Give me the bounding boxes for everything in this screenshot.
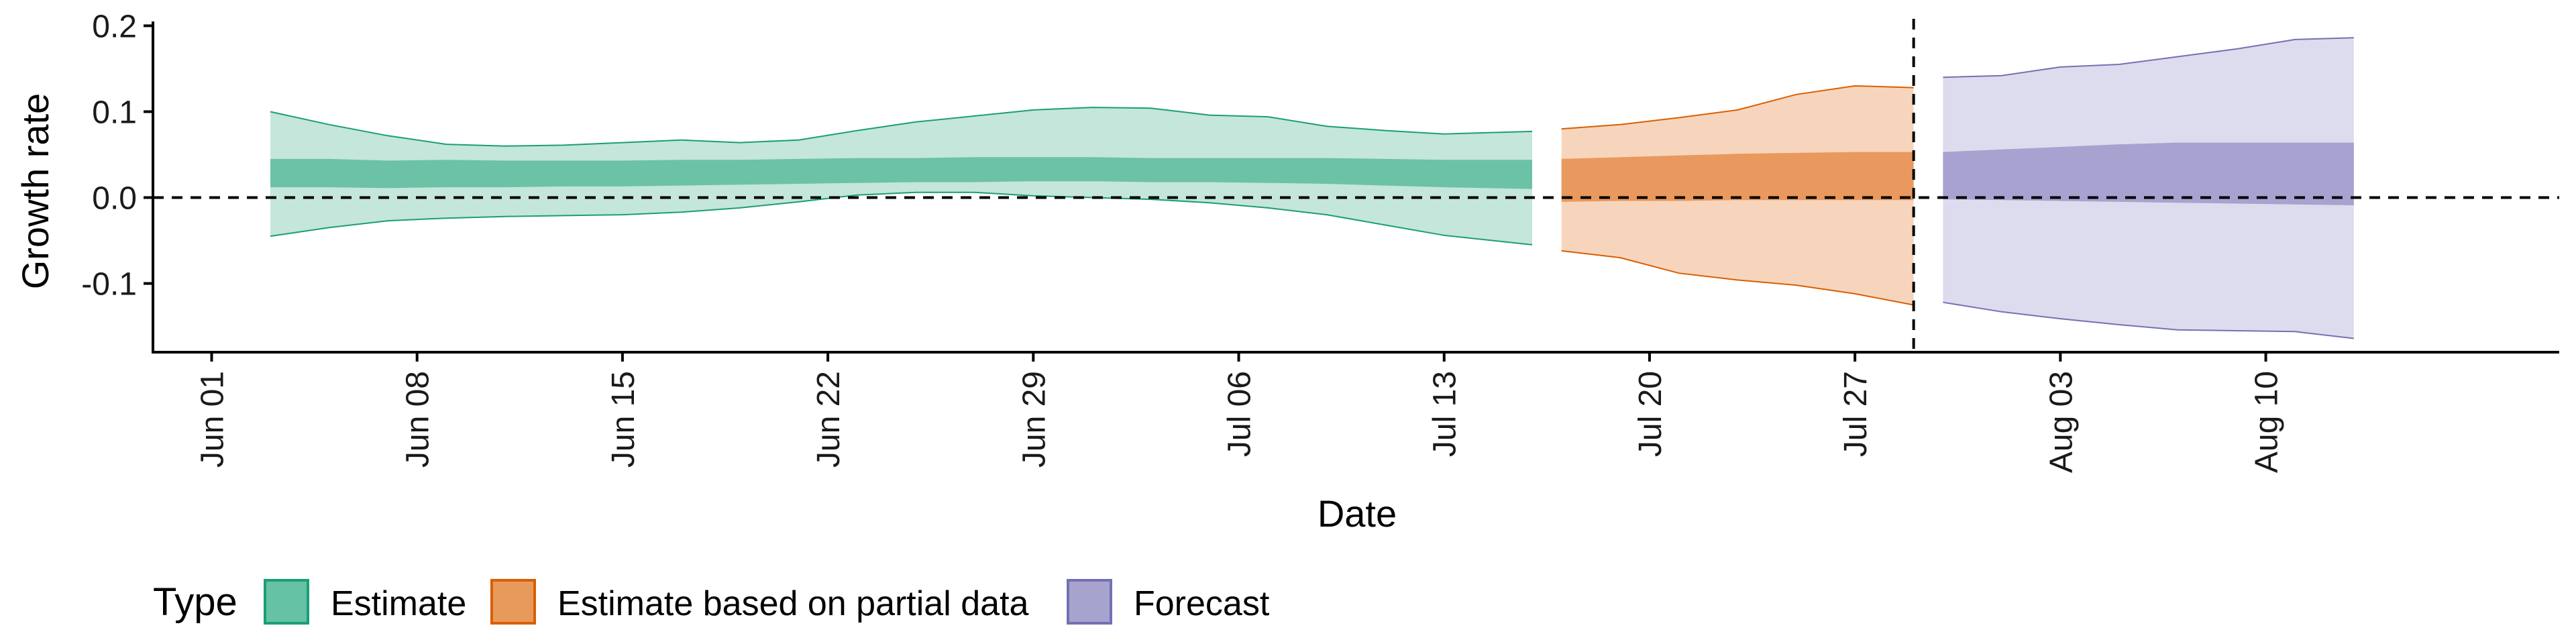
legend-key-estimate-based-on-partial-data: [490, 579, 536, 625]
series-forecast: [1943, 37, 2354, 339]
y-tick-label: 0.0: [92, 181, 137, 217]
legend-label-estimate: Estimate: [331, 584, 466, 623]
forecast-inner-band: [1943, 142, 2354, 205]
estimate-based-on-partial-data-upper-edge: [1561, 85, 1914, 130]
x-tick-label: Jun 15: [606, 371, 641, 468]
forecast-upper-edge: [1943, 37, 2354, 78]
x-ticks: Jun 01 Jun 08 Jun 15 Jun 22 Jun 29 Jul 06 Jul …: [195, 352, 2285, 473]
y-axis-title: Growth rate: [14, 93, 56, 290]
x-tick-label: Jun 01: [195, 371, 231, 468]
estimate-upper-edge: [270, 107, 1533, 147]
x-tick-label: Jun 22: [811, 371, 847, 468]
legend-key-forecast: [1067, 579, 1112, 625]
y-tick-label: 0.2: [92, 9, 137, 44]
x-tick-label: Jun 08: [400, 371, 436, 468]
x-tick-label: Jul 06: [1222, 371, 1258, 457]
x-tick-label: Jul 27: [1838, 371, 1874, 457]
x-tick-label: Aug 10: [2249, 371, 2285, 473]
x-axis-title: Date: [1318, 492, 1397, 535]
x-tick-label: Jun 29: [1016, 371, 1052, 468]
legend-key-estimate: [264, 579, 309, 625]
uncertainty-bands: [270, 37, 2354, 339]
estimate-based-on-partial-data-lower-edge: [1561, 250, 1914, 306]
legend: Type Estimate Estimate based on partial d…: [153, 579, 1270, 625]
estimate-based-on-partial-data-inner-band: [1561, 152, 1914, 202]
series-estimate: [270, 107, 1533, 246]
estimate-lower-edge: [270, 191, 1533, 246]
y-ticks: -0.1 0.0 0.1 0.2: [81, 9, 153, 303]
x-tick-label: Jul 20: [1633, 371, 1668, 457]
legend-label-estimate-based-on-partial-data: Estimate based on partial data: [557, 584, 1029, 623]
reference-lines: [153, 19, 2559, 352]
axes: [152, 21, 2559, 354]
x-tick-label: Aug 03: [2043, 371, 2079, 473]
x-tick-label: Jul 13: [1428, 371, 1463, 457]
y-tick-label: -0.1: [81, 267, 137, 303]
legend-title: Type: [153, 580, 237, 624]
forecast-lower-edge: [1943, 301, 2354, 339]
legend-label-forecast: Forecast: [1134, 584, 1270, 623]
series-estimate-based-on-partial-data: [1561, 85, 1914, 306]
y-tick-label: 0.1: [92, 95, 137, 130]
estimate-inner-band: [270, 157, 1532, 189]
